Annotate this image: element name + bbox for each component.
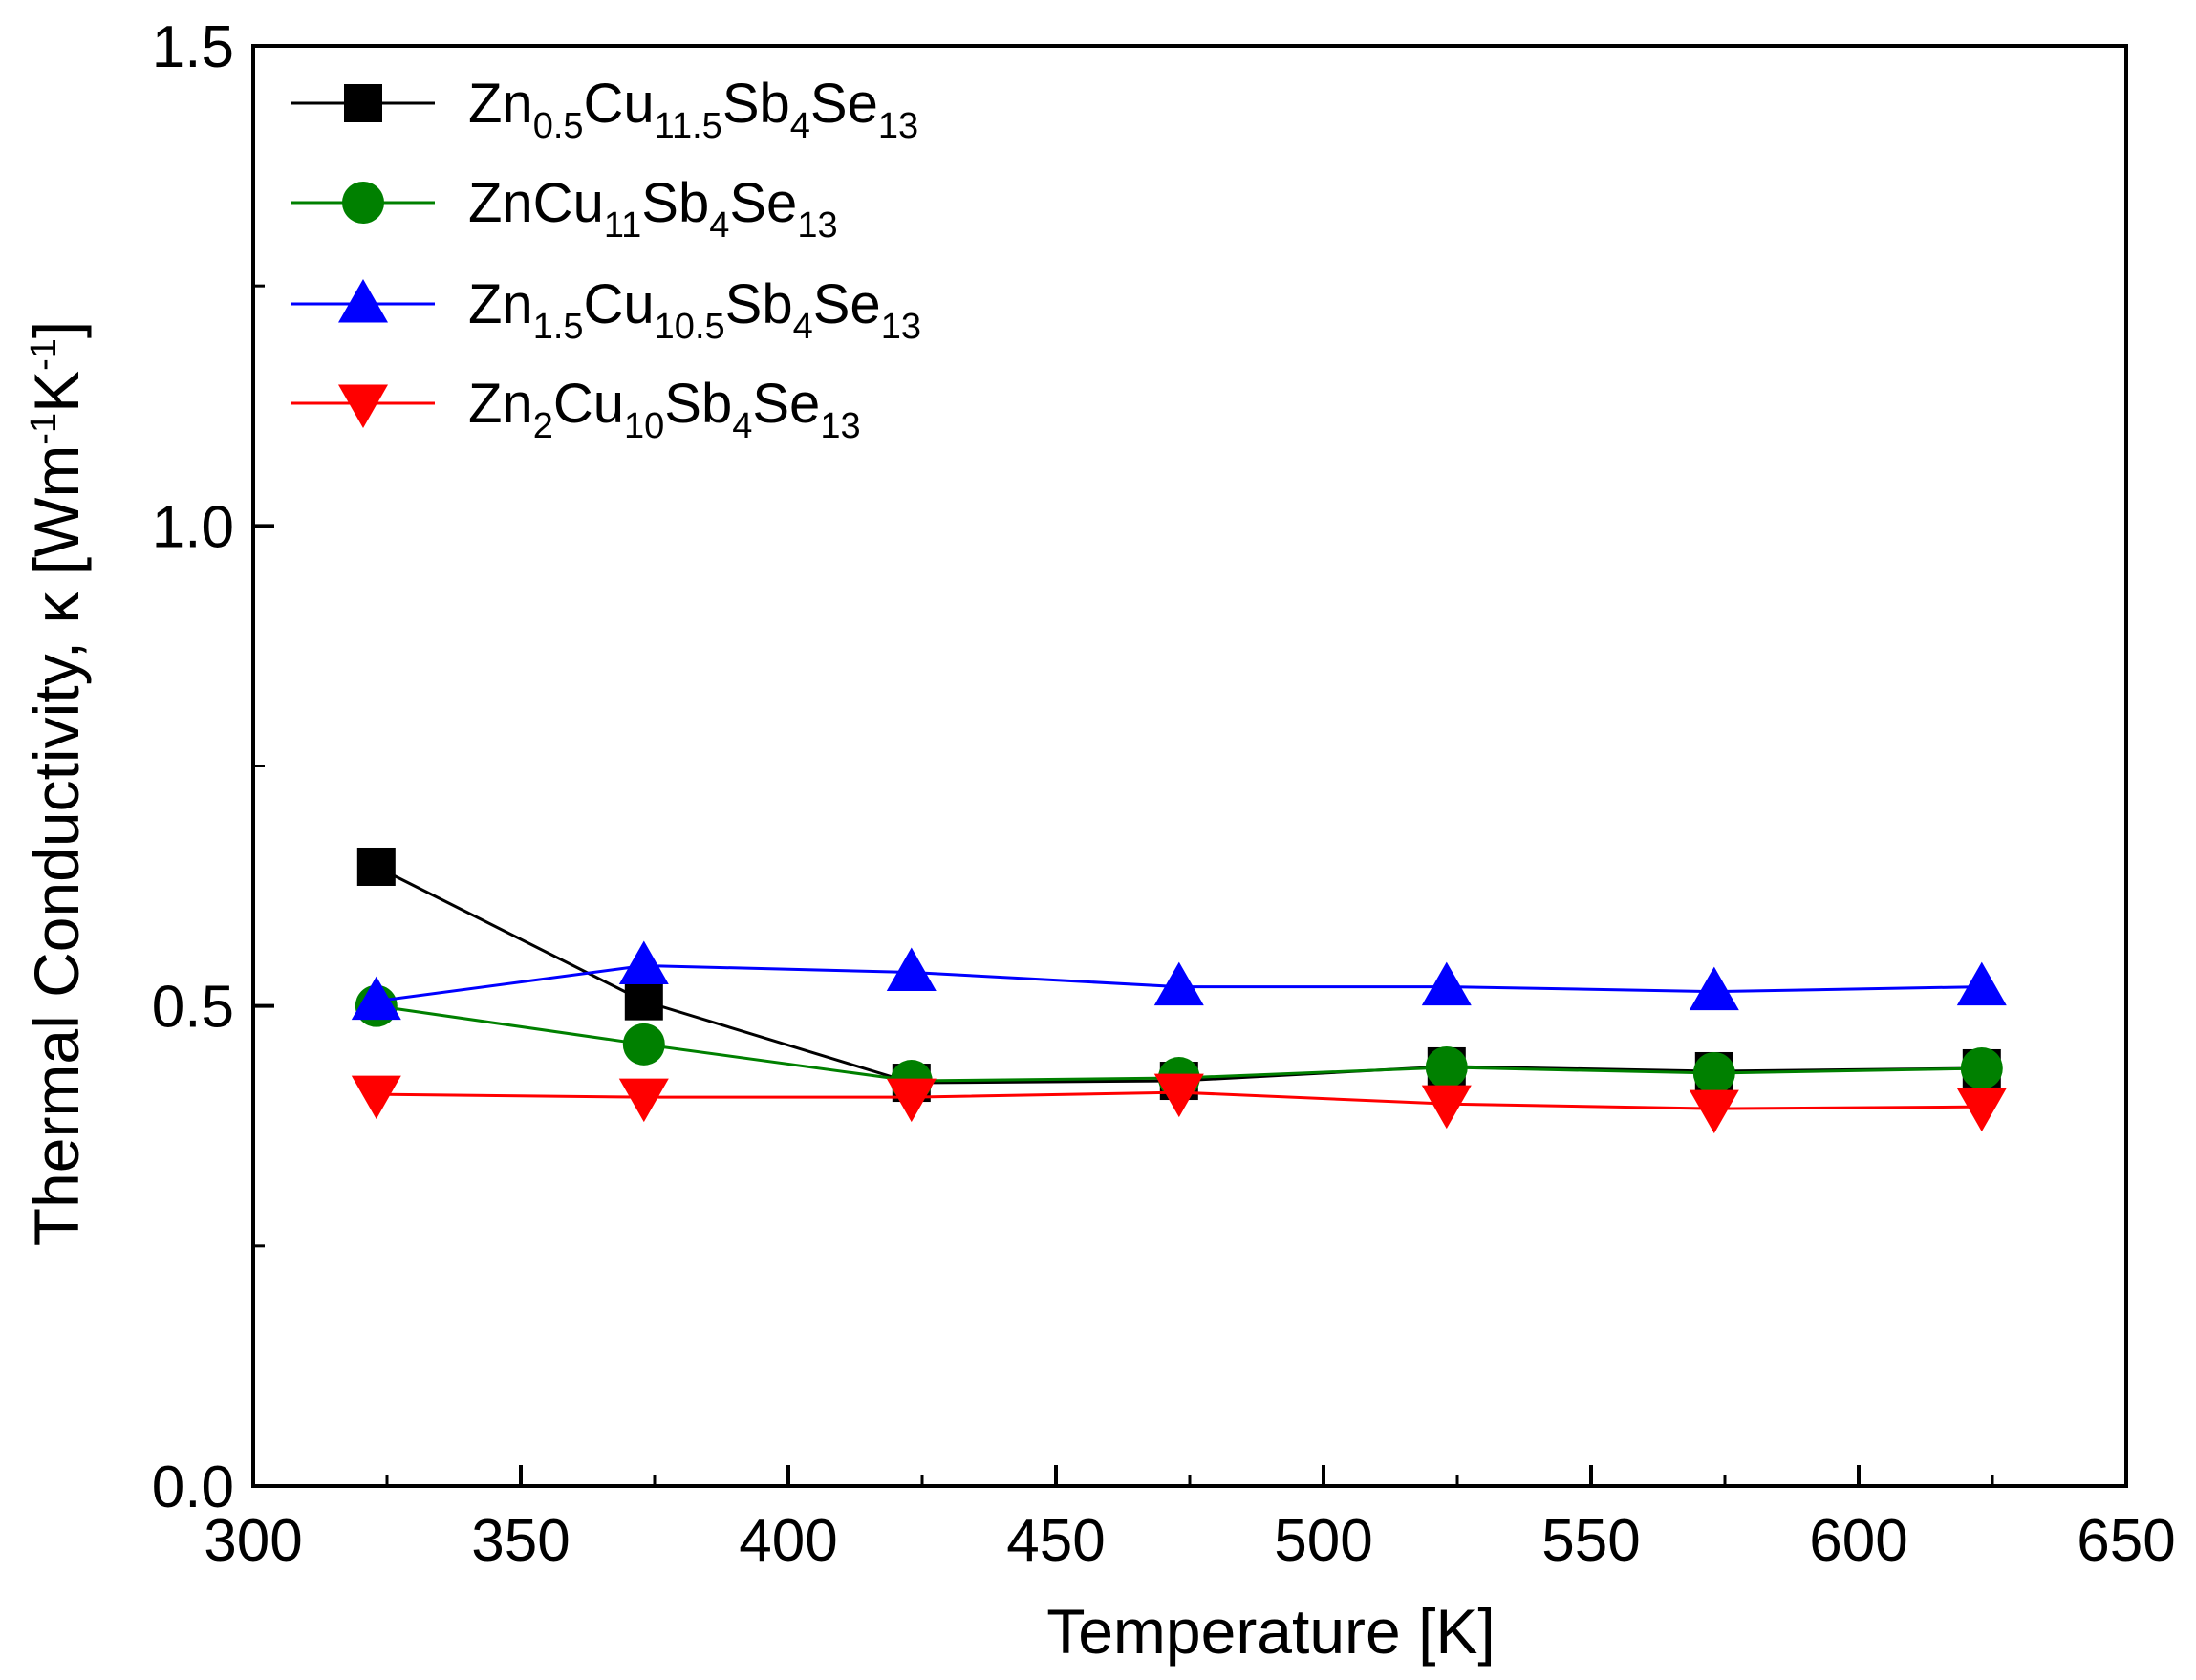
data-point-triangle-down: [1421, 1085, 1472, 1130]
y-axis-title-unit: K: [21, 371, 92, 413]
legend-label-text: Sb: [641, 172, 709, 234]
legend-label-subscript: 13: [820, 406, 860, 446]
data-point-triangle-up: [618, 940, 669, 984]
data-point-triangle-up: [1689, 966, 1739, 1011]
series-4: [351, 1073, 2007, 1134]
data-point-triangle-up: [1956, 961, 2007, 1006]
y-axis-title: Thermal Conductivity, κ [Wm-1K-1]: [21, 321, 92, 1247]
legend-label-subscript: 13: [881, 307, 921, 347]
legend-label: Zn1.5Cu10.5Sb4Se13: [468, 273, 921, 347]
legend-label-subscript: 4: [709, 205, 729, 246]
legend-entry-4: Zn2Cu10Sb4Se13: [291, 373, 861, 446]
plot-frame: [251, 44, 2128, 1488]
legend-entry-1: Zn0.5Cu11.5Sb4Se13: [291, 73, 918, 146]
legend-label: ZnCu11Sb4Se13: [468, 172, 838, 246]
legend-label-text: Se: [752, 373, 820, 435]
y-axis-title-end: ]: [21, 321, 92, 338]
legend-label-subscript: 0.5: [533, 106, 584, 146]
y-tick-label: 0.0: [152, 1454, 234, 1520]
legend-label-text: Zn: [468, 273, 533, 335]
y-axis-title-sup1: -1: [24, 413, 64, 445]
legend-label-subscript: 13: [797, 205, 837, 246]
legend-label-subscript: 1.5: [533, 307, 584, 347]
data-point-triangle-down: [1689, 1089, 1739, 1134]
data-point-square: [344, 84, 382, 122]
legend-label-text: Cu: [553, 373, 624, 435]
legend-label-text: Cu: [584, 273, 655, 335]
x-tick-label: 600: [1809, 1508, 1907, 1574]
legend-label-text: Sb: [664, 373, 732, 435]
data-point-triangle-down: [338, 384, 388, 428]
series-3: [351, 940, 2007, 1021]
x-tick-label: 550: [1541, 1508, 1640, 1574]
data-point-triangle-up: [1153, 961, 1204, 1006]
y-tick-label: 0.5: [152, 975, 234, 1041]
data-point-triangle-down: [886, 1078, 937, 1123]
legend-label-subscript: 11.5: [655, 106, 722, 146]
legend-label: Zn2Cu10Sb4Se13: [468, 373, 861, 446]
data-point-triangle-down: [351, 1075, 401, 1120]
x-axis-title: Temperature [K]: [1046, 1596, 1496, 1667]
legend-label-subscript: 10.5: [655, 307, 725, 347]
legend-label-text: Cu: [584, 73, 655, 135]
x-tick-label: 450: [1006, 1508, 1105, 1574]
legend-label-text: Zn: [468, 373, 533, 435]
legend-label-subscript: 13: [878, 106, 918, 146]
legend-label-subscript: 10: [624, 406, 664, 446]
data-point-triangle-down: [618, 1078, 669, 1123]
data-point-triangle-up: [1421, 961, 1472, 1006]
data-point-triangle-down: [1153, 1073, 1204, 1118]
x-tick-label: 400: [739, 1508, 837, 1574]
data-point-triangle-down: [1956, 1088, 2007, 1132]
data-point-square: [624, 981, 663, 1021]
data-point-circle: [1960, 1046, 2003, 1089]
legend-label-text: Se: [810, 73, 878, 135]
legend-label-text: Se: [729, 172, 797, 234]
legend-label-text: Sb: [722, 73, 790, 135]
legend-label-subscript: 4: [732, 406, 752, 446]
y-axis-title-sup2: -1: [24, 338, 64, 371]
y-axis-title-main: Thermal Conductivity, κ [Wm: [21, 445, 92, 1247]
legend-label-subscript: 4: [790, 106, 810, 146]
legend-label: Zn0.5Cu11.5Sb4Se13: [468, 73, 918, 146]
y-tick-label: 1.5: [152, 14, 234, 80]
legend-label-subscript: 4: [793, 307, 813, 347]
legend-label-subscript: 11: [604, 205, 641, 246]
data-point-triangle-up: [338, 279, 388, 323]
legend-label-text: Zn: [468, 73, 533, 135]
data-point-circle: [1425, 1045, 1468, 1088]
x-tick-label: 650: [2077, 1508, 2175, 1574]
x-tick-label: 350: [471, 1508, 570, 1574]
data-point-circle: [342, 182, 384, 224]
legend-label-text: Se: [813, 273, 881, 335]
legend-entry-2: ZnCu11Sb4Se13: [291, 172, 838, 246]
data-point-triangle-up: [351, 976, 401, 1021]
legend-entry-3: Zn1.5Cu10.5Sb4Se13: [291, 273, 921, 347]
data-point-triangle-up: [886, 947, 937, 992]
data-point-circle: [1692, 1051, 1735, 1094]
data-point-circle: [622, 1023, 665, 1066]
legend-label-text: Sb: [725, 273, 793, 335]
legend-label-text: ZnCu: [468, 172, 604, 234]
y-tick-label: 1.0: [152, 494, 234, 560]
legend-label-subscript: 2: [533, 406, 553, 446]
data-point-square: [356, 847, 396, 886]
x-tick-label: 500: [1274, 1508, 1372, 1574]
x-tick-label: 300: [204, 1508, 302, 1574]
